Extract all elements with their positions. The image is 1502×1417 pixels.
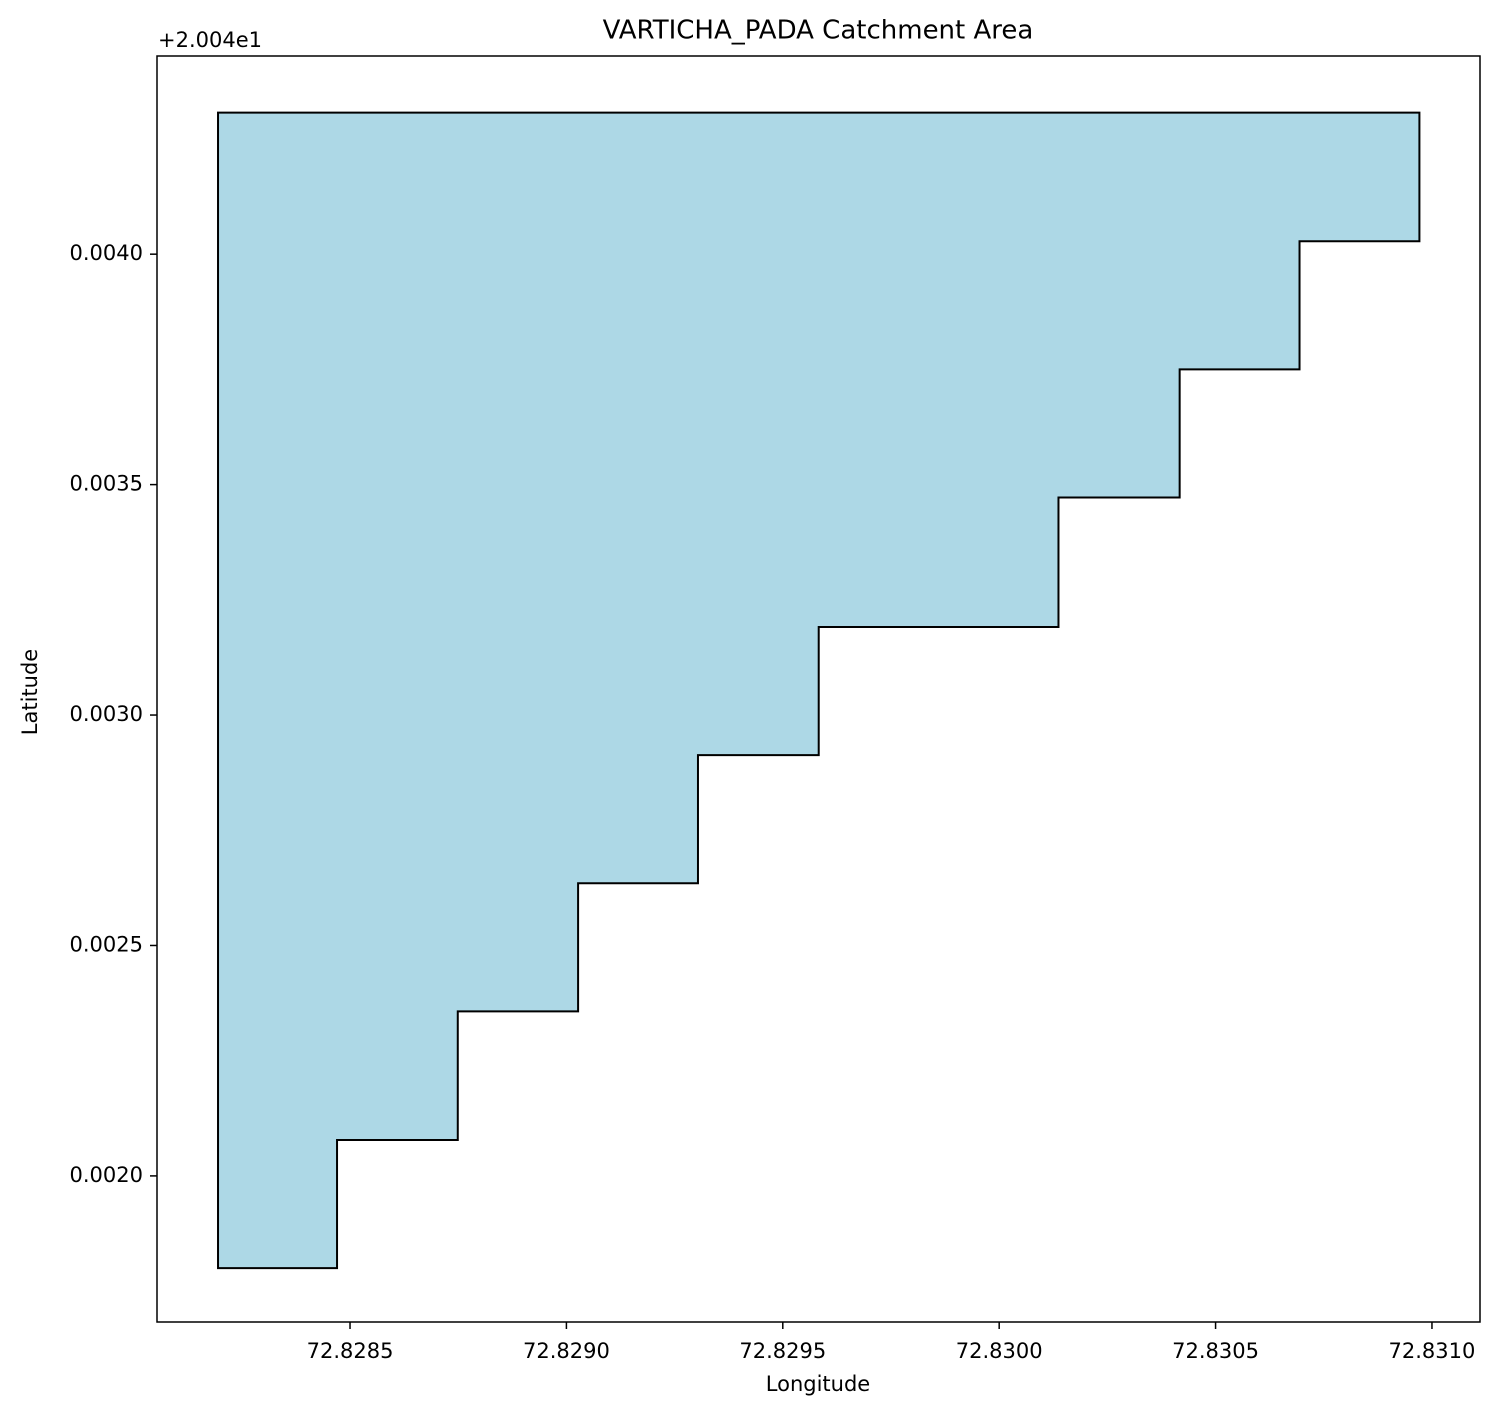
x-tick-label: 72.8305 bbox=[1172, 1339, 1259, 1363]
y-tick-label: 0.0040 bbox=[70, 241, 143, 265]
y-tick-label: 0.0035 bbox=[70, 472, 143, 496]
x-tick-label: 72.8295 bbox=[739, 1339, 826, 1363]
y-tick-label: 0.0020 bbox=[70, 1163, 143, 1187]
plot-frame bbox=[156, 55, 1481, 1323]
y-offset-label: +2.004e1 bbox=[158, 28, 262, 52]
x-axis-label: Longitude bbox=[766, 1372, 870, 1396]
y-tick-label: 0.0030 bbox=[70, 702, 143, 726]
y-tick-label: 0.0025 bbox=[70, 932, 143, 956]
x-tick-label: 72.8290 bbox=[523, 1339, 610, 1363]
catchment-area bbox=[217, 111, 1421, 1270]
x-tick-label: 72.8300 bbox=[956, 1339, 1043, 1363]
x-tick-label: 72.8310 bbox=[1389, 1339, 1476, 1363]
chart-title: VARTICHA_PADA Catchment Area bbox=[603, 16, 1034, 46]
y-axis-label: Latitude bbox=[18, 649, 42, 735]
x-tick-label: 72.8285 bbox=[307, 1339, 394, 1363]
